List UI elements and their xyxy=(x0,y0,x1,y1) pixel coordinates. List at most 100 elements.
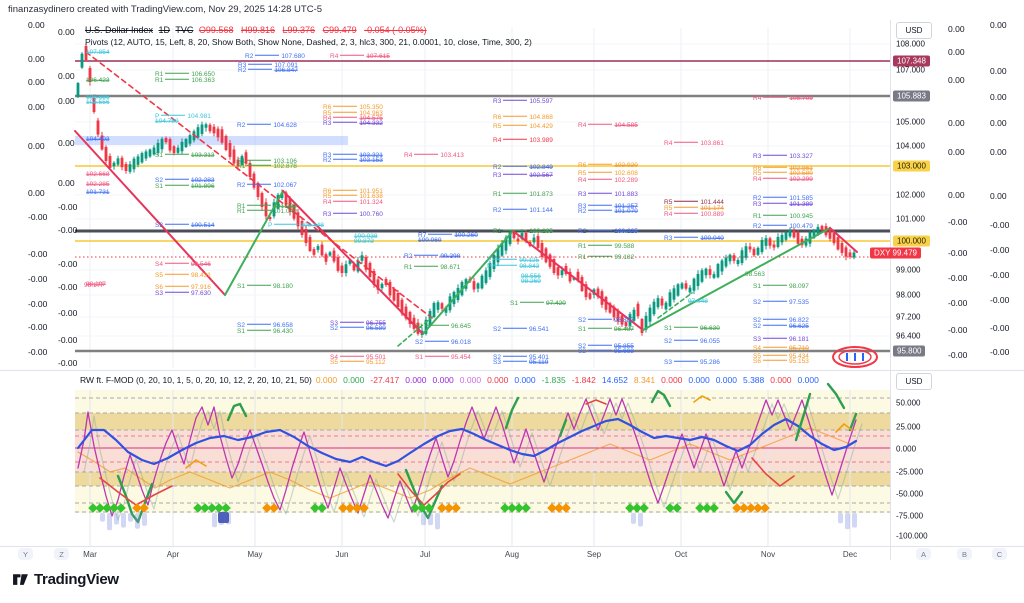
oscillator-value: 0.000 xyxy=(343,375,365,385)
float-value-label: 0.00 xyxy=(58,71,75,81)
interval-label[interactable]: 1D xyxy=(158,25,171,35)
pivot-label: 105.686 xyxy=(86,93,110,101)
level-price-badge: 103.000 xyxy=(893,160,930,172)
pane-divider[interactable] xyxy=(0,370,1024,371)
oscillator-title: RW ft. F-MOD (0, 20, 10, 1, 5, 0, 20, 10… xyxy=(80,375,312,385)
pivot-label: R1 99.588 xyxy=(578,242,635,250)
pivot-label: R4 102.289 xyxy=(578,176,638,184)
pivot-label: R4 102.299 xyxy=(753,175,813,183)
pivot-label: S4 95.501 xyxy=(330,353,386,361)
oscillator-value: 0.000 xyxy=(487,375,509,385)
pivot-label: S2 97.535 xyxy=(753,298,809,306)
pivot-label: R4 103.413 xyxy=(404,151,464,159)
close-value: C99.479 xyxy=(322,25,357,35)
pivot-label: S1 95.454 xyxy=(415,353,471,361)
pivot-label: R2 106.847 xyxy=(238,66,298,74)
pivot-label: 98.177 xyxy=(84,281,104,289)
float-value-label: -0.00 xyxy=(28,249,48,259)
oscillator-value: 8.341 xyxy=(633,375,656,385)
float-value-label: 0.00 xyxy=(948,24,965,34)
scale-button-z[interactable]: Z xyxy=(54,548,69,560)
tradingview-logo-icon xyxy=(13,574,28,585)
scale-button-c[interactable]: C xyxy=(992,548,1007,560)
float-value-label: -0.00 xyxy=(58,225,78,235)
usd-currency-button-lower[interactable]: USD xyxy=(896,373,932,390)
month-label: Sep xyxy=(586,550,602,559)
pivot-label: S2 96.055 xyxy=(664,337,720,345)
price-tick: 97.200 xyxy=(896,312,921,322)
pivot-label: S1 96.487 xyxy=(578,325,634,333)
pivot-label: S2 96.658 xyxy=(237,321,293,329)
tradingview-logo[interactable]: TradingView xyxy=(12,571,119,588)
price-tick: 25.000 xyxy=(896,422,921,432)
oscillator-legend[interactable]: RW ft. F-MOD (0, 20, 10, 1, 5, 0, 20, 10… xyxy=(80,375,831,385)
oscillator-value: 0.000 xyxy=(715,375,737,385)
pivot-label: 106.423 xyxy=(86,76,110,84)
level-price-badge: 107.348 xyxy=(893,55,930,67)
pivot-label: R1 106.650 xyxy=(155,70,215,78)
float-value-label: -0.00 xyxy=(990,220,1010,230)
oscillator-value: 0.000 xyxy=(405,375,427,385)
float-value-label: -0.00 xyxy=(58,358,78,368)
pivot-label: S1 97.420 xyxy=(510,299,566,307)
price-tick: -75.000 xyxy=(896,511,924,521)
symbol-legend[interactable]: U.S. Dollar Index 1D TVC O99.568 H99.816… xyxy=(85,25,432,35)
pivots-indicator-legend[interactable]: Pivots (12, AUTO, 15, Left, 8, 20, Show … xyxy=(85,37,532,47)
pivot-label: S5 98.431 xyxy=(155,271,211,279)
price-tick: 102.000 xyxy=(896,190,925,200)
pivot-label: S4 98.546 xyxy=(155,260,211,268)
pivot-label: R4 105.709 xyxy=(753,94,813,102)
month-label: Aug xyxy=(504,550,520,559)
float-value-label: -0.00 xyxy=(948,325,968,335)
pivot-label: R3 101.883 xyxy=(578,190,638,198)
attribution-text: finanzasydinero created with TradingView… xyxy=(8,4,323,15)
axis-separator xyxy=(890,20,891,560)
scale-button-a[interactable]: A xyxy=(916,548,931,560)
float-value-label: 0.00 xyxy=(28,141,45,151)
pivot-label: S3 95.119 xyxy=(493,358,549,366)
pivot-label: R2 103.153 xyxy=(323,156,383,164)
price-tick: 105.000 xyxy=(896,117,925,127)
pivot-label: P 104.981 xyxy=(155,112,211,120)
pivot-label: R5 102.608 xyxy=(578,169,638,177)
pivot-label: R1 98.671 xyxy=(404,263,461,271)
float-value-label: -0.00 xyxy=(948,298,968,308)
price-tick: 0.000 xyxy=(896,444,917,454)
high-value: H99.816 xyxy=(240,25,275,35)
pivot-label: S2 96.625 xyxy=(753,322,809,330)
pivot-label: R2 101.144 xyxy=(493,206,553,214)
month-label: Apr xyxy=(166,550,180,559)
pivot-label: 98.556 xyxy=(521,272,541,280)
price-tick: 98.000 xyxy=(896,290,921,300)
pivot-label: R3 104.332 xyxy=(323,119,383,127)
pivot-label: R6 104.868 xyxy=(493,113,553,121)
pivot-label: R2 101.585 xyxy=(753,194,813,202)
pivot-label: R2 101.070 xyxy=(578,207,638,215)
pivot-label: R6 105.350 xyxy=(323,103,383,111)
usd-currency-button-main[interactable]: USD xyxy=(896,22,932,39)
oscillator-value: 5.388 xyxy=(742,375,765,385)
float-value-label: -0.00 xyxy=(948,248,968,258)
pivot-label: R5 101.638 xyxy=(323,192,383,200)
pivot-label: S5 95.434 xyxy=(753,352,809,360)
pivot-label: R1 101.292 xyxy=(237,202,297,210)
pivot-label: R2 102.849 xyxy=(493,163,553,171)
float-value-label: -0.00 xyxy=(58,259,78,269)
pivot-label: S2 96.018 xyxy=(415,338,471,346)
float-value-label: -0.00 xyxy=(58,202,78,212)
pivot-label: R7 100.260 xyxy=(418,231,478,239)
float-value-label: 0.00 xyxy=(948,47,965,57)
scale-button-y[interactable]: Y xyxy=(18,548,33,560)
pivot-label: S2 100.514 xyxy=(155,221,215,229)
pivot-label: R4 101.324 xyxy=(323,198,383,206)
pivot-label: 107.854 xyxy=(86,48,110,56)
float-value-label: -0.00 xyxy=(58,335,78,345)
scale-button-b[interactable]: B xyxy=(957,548,972,560)
price-tick: 104.000 xyxy=(896,141,925,151)
oscillator-value: 0.000 xyxy=(688,375,710,385)
price-tick: 108.000 xyxy=(896,39,925,49)
pivot-label: R5 104.429 xyxy=(493,122,553,130)
pivot-label: 102.285 xyxy=(86,180,110,188)
